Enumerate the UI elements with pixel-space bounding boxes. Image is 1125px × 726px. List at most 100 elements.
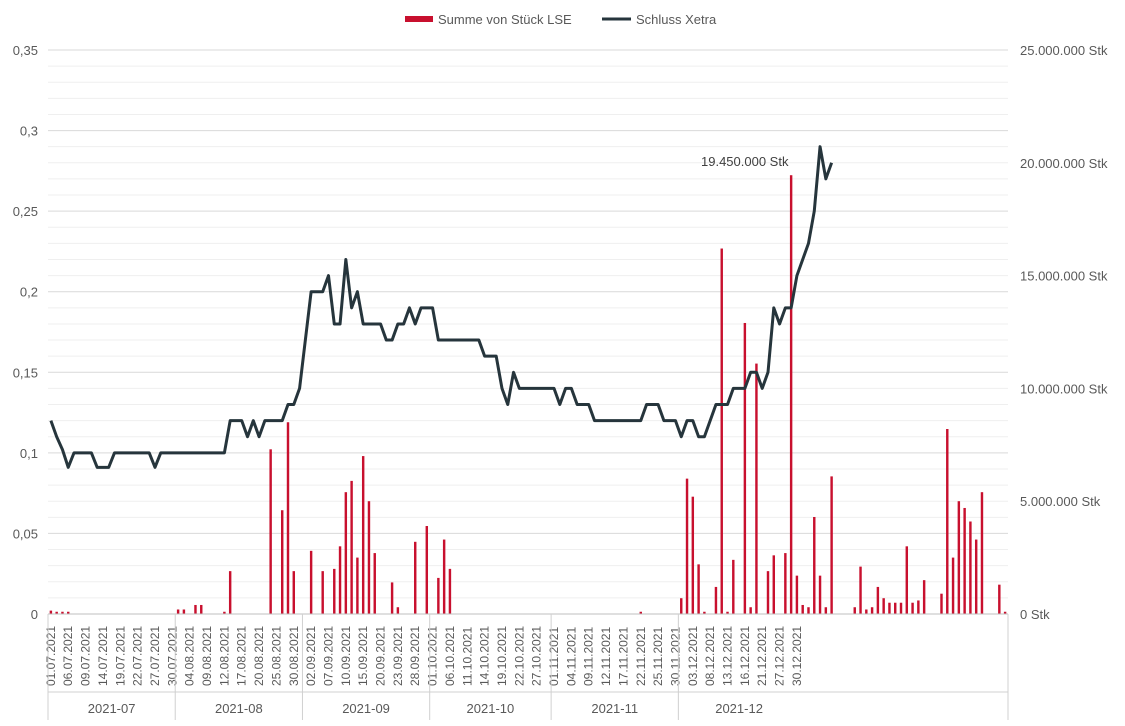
bar: [182, 609, 186, 614]
bar: [946, 429, 949, 614]
bar: [442, 539, 446, 614]
x-tick-label: 19.10.2021: [495, 626, 509, 686]
line-layer: [49, 145, 834, 469]
bar: [911, 602, 914, 614]
bar: [367, 501, 371, 614]
bar: [396, 607, 400, 614]
bar: [691, 496, 695, 614]
y-left-tick-label: 0,15: [13, 365, 38, 380]
bar: [998, 584, 1001, 614]
legend: Summe von Stück LSE Schluss Xetra: [405, 12, 717, 27]
y-right-tick-label: 5.000.000 Stk: [1020, 494, 1101, 509]
bar: [818, 575, 822, 614]
x-tick-label: 15.09.2021: [356, 626, 370, 686]
x-tick-label: 25.11.2021: [651, 627, 665, 686]
x-tick-label: 30.11.2021: [668, 627, 682, 686]
month-label: 2021-07: [88, 701, 136, 716]
x-tick-label: 01.07.2021: [44, 626, 58, 686]
bar: [732, 559, 735, 614]
x-tick-label: 13.12.2021: [721, 626, 735, 686]
x-tick-label: 14.07.2021: [96, 626, 110, 686]
x-tick-label: 12.11.2021: [599, 627, 613, 686]
x-tick-label: 22.10.2021: [512, 626, 526, 686]
bar: [853, 607, 856, 614]
x-tick-label: 30.12.2021: [790, 626, 804, 686]
legend-label-line: Schluss Xetra: [636, 12, 717, 27]
bar: [789, 175, 793, 614]
bar: [830, 476, 833, 614]
bar: [286, 422, 290, 614]
bar: [951, 557, 955, 614]
bar: [228, 571, 232, 614]
bar: [859, 566, 862, 614]
bar: [766, 571, 770, 614]
x-tick-label: 20.09.2021: [374, 626, 388, 686]
x-tick-label: 22.07.2021: [131, 626, 145, 686]
y-right-tick-label: 25.000.000 Stk: [1020, 43, 1108, 58]
bar: [309, 550, 313, 614]
bar: [801, 604, 804, 614]
bar: [749, 607, 752, 614]
x-tick-label: 06.10.2021: [443, 626, 457, 686]
grid-layer: [48, 49, 1008, 615]
bar: [373, 553, 376, 614]
bar: [917, 600, 920, 614]
month-label: 2021-12: [715, 701, 763, 716]
bar: [414, 541, 417, 614]
legend-swatch-bars: [405, 16, 433, 22]
x-tick-label: 27.10.2021: [530, 626, 544, 686]
bar: [356, 557, 359, 614]
x-tick-label: 16.12.2021: [738, 626, 752, 686]
x-tick-label: 28.09.2021: [408, 626, 422, 686]
bar: [333, 568, 336, 614]
bar: [281, 510, 284, 614]
y-right-tick-label: 20.000.000 Stk: [1020, 156, 1108, 171]
bar: [680, 598, 683, 614]
bar: [714, 586, 718, 614]
bar: [813, 516, 816, 614]
y-left-tick-label: 0,1: [20, 446, 38, 461]
y-left-tick-label: 0,05: [13, 526, 38, 541]
bar: [876, 586, 880, 614]
bar: [361, 456, 365, 614]
x-tick-label: 30.07.2021: [165, 626, 179, 686]
bar: [685, 478, 689, 614]
bar: [807, 607, 810, 614]
y-left-tick-label: 0,3: [20, 124, 38, 139]
bar: [865, 609, 868, 614]
bar: [390, 582, 394, 614]
bar: [703, 611, 706, 614]
bar: [176, 609, 180, 614]
y-right-tick-label: 15.000.000 Stk: [1020, 269, 1108, 284]
bar: [1003, 611, 1007, 614]
bar: [940, 593, 943, 614]
bar: [292, 571, 295, 614]
bar: [922, 580, 926, 614]
bar: [726, 611, 729, 614]
month-label: 2021-08: [215, 701, 263, 716]
x-tick-label: 06.07.2021: [61, 626, 75, 686]
y-left-tick-label: 0,2: [20, 285, 38, 300]
bar: [321, 571, 324, 614]
bar: [61, 611, 64, 614]
x-tick-label: 01.11.2021: [547, 627, 561, 686]
bar: [55, 611, 58, 614]
month-label: 2021-09: [342, 701, 390, 716]
bar: [425, 526, 429, 614]
bar: [67, 611, 70, 614]
bars-layer: [49, 175, 1007, 614]
x-tick-label: 23.09.2021: [391, 626, 405, 686]
x-tick-label: 22.11.2021: [634, 627, 648, 686]
bar: [772, 555, 775, 614]
x-tick-label: 27.12.2021: [773, 626, 787, 686]
bar: [49, 610, 53, 614]
series-line-schluss-xetra: [49, 145, 834, 469]
bar: [194, 604, 197, 614]
x-tick-label: 12.08.2021: [217, 626, 231, 686]
y-left-tick-label: 0,35: [13, 43, 38, 58]
x-tick-label: 02.09.2021: [304, 626, 318, 686]
month-label: 2021-10: [467, 701, 515, 716]
x-tick-label: 04.11.2021: [564, 627, 578, 686]
x-tick-label: 09.08.2021: [200, 626, 214, 686]
